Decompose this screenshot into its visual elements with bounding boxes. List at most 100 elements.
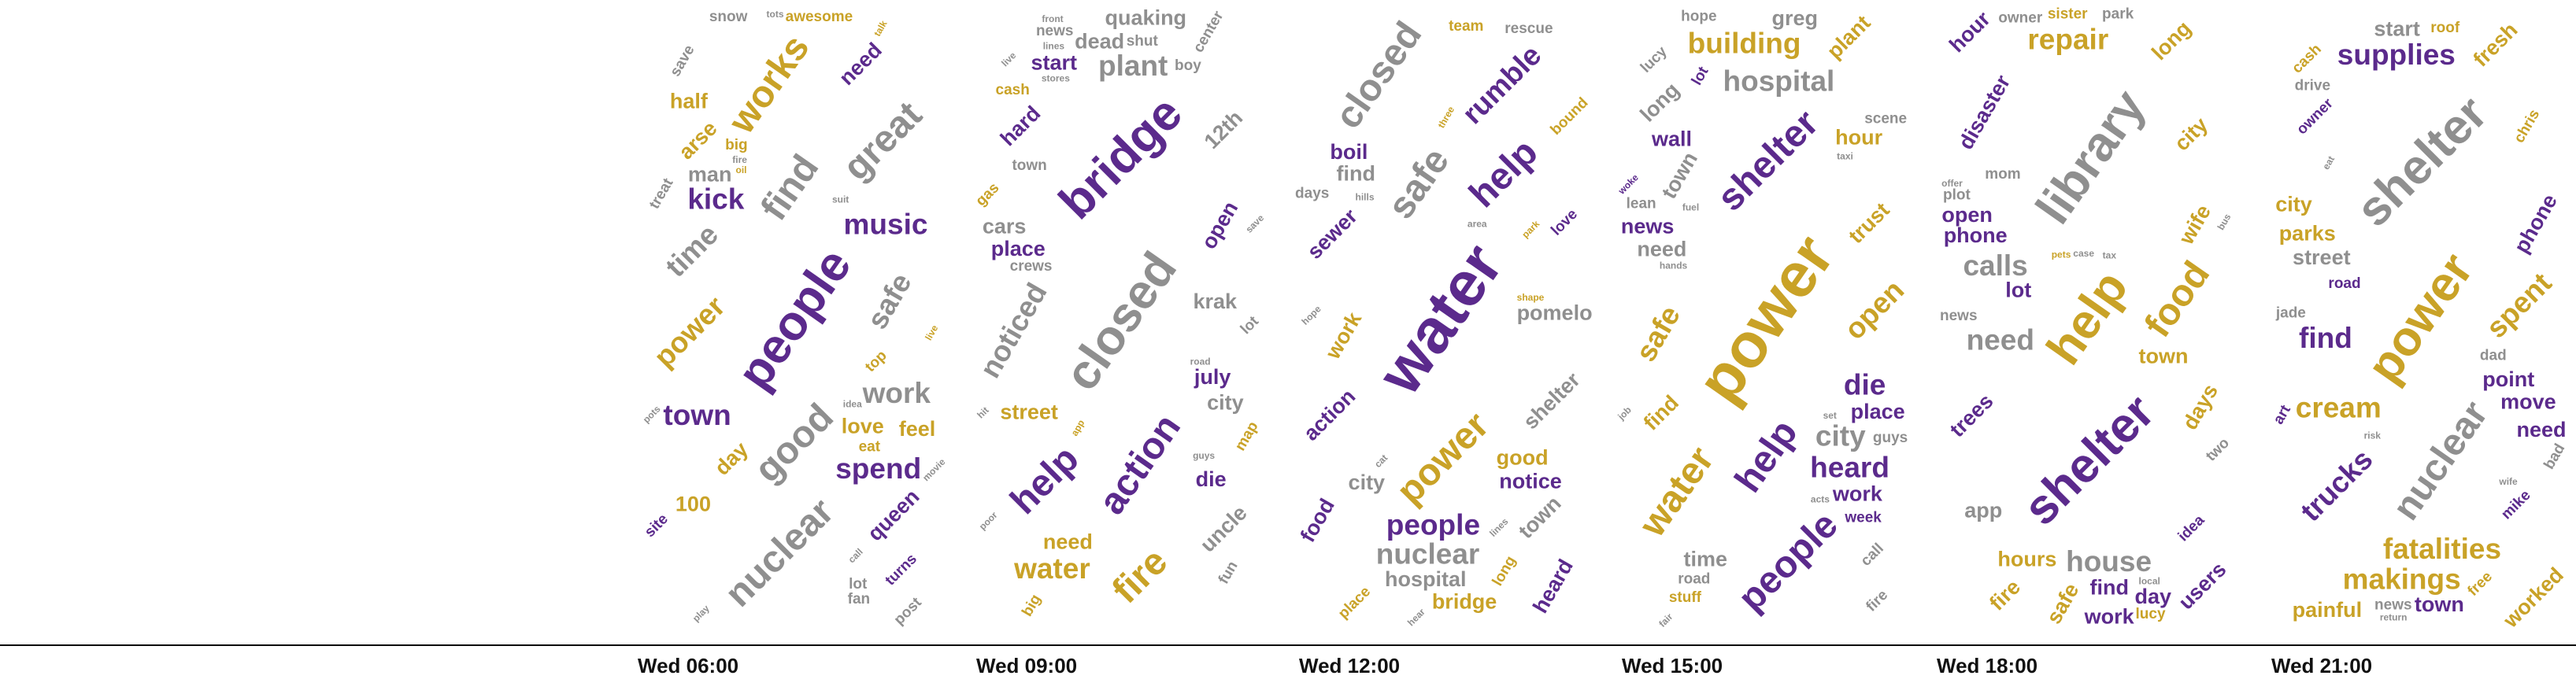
cloud-word: start <box>2374 17 2420 40</box>
cloud-word: power <box>1683 223 1847 415</box>
cloud-word: cat <box>1372 452 1390 470</box>
cloud-word: city <box>1207 391 1244 415</box>
cloud-word: plant <box>1098 50 1168 82</box>
cloud-word: art <box>2271 402 2295 427</box>
cloud-word: talk <box>872 18 890 38</box>
cloud-word: trees <box>1945 389 1998 442</box>
cloud-word: free <box>2465 568 2496 599</box>
cloud-word: time <box>659 218 724 283</box>
cloud-word: pomelo <box>1517 301 1593 325</box>
cloud-word: shelter <box>2013 384 2165 536</box>
cloud-word: lot <box>849 576 868 593</box>
cloud-word: building <box>1688 27 1801 59</box>
cloud-word: lot <box>1238 312 1263 338</box>
cloud-word: fan <box>848 591 871 607</box>
cloud-word: street <box>1000 401 1058 424</box>
cloud-word: road <box>2328 275 2360 292</box>
cloud-word: nuclear <box>1376 537 1480 570</box>
cloud-word: week <box>1844 509 1882 526</box>
cloud-word: crews <box>1010 258 1053 275</box>
cloud-word: fun <box>1216 559 1242 587</box>
cloud-word: risk <box>2364 430 2382 441</box>
cloud-word: cash <box>2289 41 2324 76</box>
cloud-word: open <box>1941 203 1993 227</box>
cloud-word: gas <box>972 179 1002 209</box>
cloud-word: jade <box>2275 305 2306 322</box>
cloud-word: acts <box>1811 494 1830 505</box>
cloud-word: lot <box>1689 64 1712 88</box>
cloud-word: hills <box>1356 192 1375 203</box>
cloud-word: shelter <box>2346 86 2498 238</box>
cloud-word: disaster <box>1954 71 2015 153</box>
cloud-word: spend <box>835 452 921 485</box>
cloud-word: half <box>670 90 709 113</box>
cloud-word: bound <box>1548 94 1592 138</box>
cloud-word: rescue <box>1505 20 1553 37</box>
cloud-word: lucy <box>1638 43 1671 76</box>
tick-label-wed-18: Wed 18:00 <box>1937 654 2037 677</box>
cloud-word: case <box>2073 248 2094 259</box>
cloud-word: fire <box>1105 541 1175 611</box>
cloud-word: pets <box>2052 249 2071 260</box>
cloud-word: movie <box>920 456 948 484</box>
cloud-word: help <box>1002 438 1086 522</box>
cloud-word: works <box>720 28 818 142</box>
cloud-word: news <box>2374 597 2412 614</box>
cloud-word: find <box>1639 390 1683 434</box>
cloud-word: eat <box>859 439 881 456</box>
cloud-word: wife <box>2498 476 2518 487</box>
cloud-word: park <box>1519 218 1542 240</box>
cloud-word: mike <box>2498 487 2533 522</box>
cloud-word: great <box>835 94 930 188</box>
cloud-word: team <box>1449 18 1483 35</box>
cloud-word: 12th <box>1200 106 1247 153</box>
cloud-word: safe <box>1630 301 1687 367</box>
cloud-word: worked <box>2498 563 2568 633</box>
cloud-word: nuclear <box>717 490 842 615</box>
cloud-word: big <box>725 137 748 153</box>
cloud-word: call <box>846 546 865 565</box>
cloud-word: place <box>1851 400 1905 423</box>
cloud-word: three <box>1435 105 1456 131</box>
cloud-word: wall <box>1651 127 1692 151</box>
cloud-word: two <box>2203 435 2233 465</box>
cloud-word: die <box>1196 467 1227 491</box>
cloud-word: fuel <box>1682 202 1699 213</box>
cloud-word: front <box>1042 13 1063 24</box>
cloud-word: love <box>1548 206 1581 239</box>
cloud-word: town <box>1012 157 1046 174</box>
cloud-word: music <box>844 208 928 240</box>
cloud-word: town <box>1657 148 1702 203</box>
cloud-word: need <box>1043 530 1093 553</box>
cloud-word: love <box>842 415 884 438</box>
cloud-word: idea <box>2175 511 2208 545</box>
cloud-word: poor <box>977 509 1000 532</box>
cloud-word: city <box>2275 193 2312 216</box>
cloud-word: hospital <box>1385 567 1467 591</box>
cloud-word: safe <box>1380 141 1458 227</box>
cloud-word: app <box>1069 418 1087 437</box>
cloud-word: heard <box>1528 556 1578 618</box>
cloud-word: town <box>2415 593 2464 616</box>
cloud-word: fire <box>732 154 747 165</box>
cloud-word: hope <box>1681 9 1716 25</box>
cloud-word: road <box>1190 356 1211 367</box>
cloud-word: closed <box>1054 242 1187 400</box>
cloud-word: feel <box>899 417 936 441</box>
cloud-word: need <box>1967 323 2034 356</box>
cloud-word: lean <box>1627 195 1656 212</box>
word-clouds: peoplegoodfindnuclearworksgreatmusickick… <box>641 6 2569 633</box>
cloud-word: shut <box>1127 33 1159 50</box>
cloud-word: days <box>1295 185 1329 201</box>
cloud-word: people <box>1386 509 1480 541</box>
cloud-word: map <box>1232 419 1262 453</box>
cloud-word: parks <box>2279 222 2336 246</box>
cloud-word: guys <box>1193 450 1215 461</box>
cloud-word: boy <box>1175 57 1201 74</box>
cloud-word: people <box>1730 504 1846 619</box>
cloud-word: water <box>1013 552 1090 585</box>
cloud-word: long <box>1635 78 1684 127</box>
tick-label-wed-12: Wed 12:00 <box>1299 654 1400 677</box>
